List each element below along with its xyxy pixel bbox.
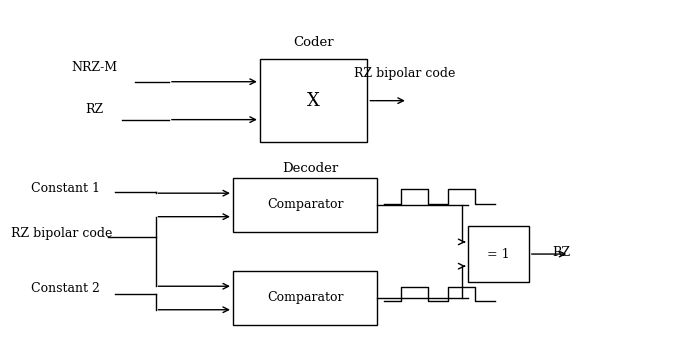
Text: RZ: RZ <box>552 246 571 259</box>
Text: Comparator: Comparator <box>267 198 343 211</box>
Text: Comparator: Comparator <box>267 292 343 305</box>
Text: Coder: Coder <box>294 36 334 49</box>
Text: Constant 2: Constant 2 <box>31 282 100 295</box>
Text: Decoder: Decoder <box>282 162 338 175</box>
Text: = 1: = 1 <box>488 247 510 261</box>
Text: X: X <box>307 92 320 110</box>
Bar <box>259 59 368 142</box>
Text: RZ bipolar code: RZ bipolar code <box>11 227 112 240</box>
Bar <box>469 227 529 282</box>
Bar <box>233 271 377 325</box>
Text: RZ bipolar code: RZ bipolar code <box>354 67 456 79</box>
Bar <box>233 178 377 232</box>
Text: RZ: RZ <box>85 103 103 116</box>
Text: NRZ-M: NRZ-M <box>72 61 118 74</box>
Text: Constant 1: Constant 1 <box>31 182 100 195</box>
